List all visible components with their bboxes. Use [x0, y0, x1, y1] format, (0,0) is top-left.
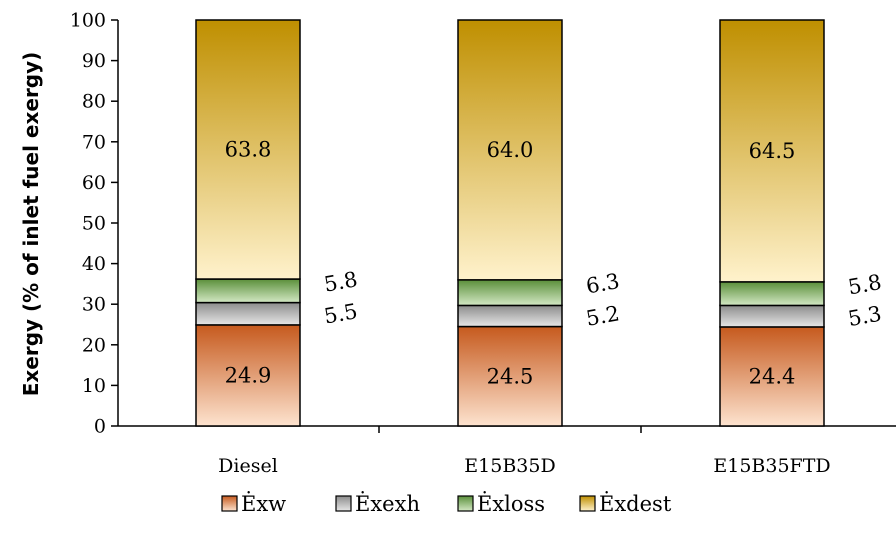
- y-tick-label: 10: [82, 375, 106, 397]
- legend: Ėxw Ėxexh Ėxloss Ėxdest: [221, 492, 672, 516]
- bar-segment: [719, 19, 825, 283]
- legend-entry: Ėxdest: [599, 492, 672, 516]
- bar-segment: [195, 278, 301, 304]
- plot-area: 0 10 20 30 40 50 60 70 80 90 100 Diesel E15B35D E15B3…: [70, 10, 896, 477]
- y-tick-label: 60: [82, 172, 106, 194]
- bar-data-label: 24.4: [749, 364, 796, 388]
- y-tick-label: 100: [70, 10, 106, 32]
- y-tick-label: 40: [82, 253, 106, 275]
- legend-swatch: [335, 495, 352, 512]
- bar-segment: [195, 324, 301, 427]
- legend-swatch: [457, 495, 474, 512]
- bar-segment: [457, 325, 563, 427]
- bar-data-label: 5.2: [584, 301, 621, 330]
- y-tick-label: 90: [82, 50, 106, 72]
- legend-swatch: [221, 495, 238, 512]
- legend-entry: Ėxexh: [355, 492, 420, 516]
- bar-data-label: 24.9: [225, 363, 272, 387]
- legend-swatch: [579, 495, 596, 512]
- bar-data-label: 64.0: [487, 138, 534, 162]
- bar-data-label: 64.5: [749, 139, 796, 163]
- bar-segment: [457, 279, 563, 307]
- bar-data-label: 5.5: [322, 299, 359, 328]
- legend-entry: Ėxloss: [477, 492, 545, 516]
- bar-segment: [719, 304, 825, 328]
- legend-entry: Ėxw: [241, 492, 286, 516]
- x-tick-label: Diesel: [218, 455, 278, 477]
- bar-segment: [195, 301, 301, 326]
- bar-data-label: 5.8: [846, 270, 883, 299]
- bar-data-label: 5.3: [846, 302, 883, 331]
- y-tick-label: 80: [82, 91, 106, 113]
- y-tick-label: 50: [82, 213, 106, 235]
- bar-segment: [195, 19, 301, 280]
- y-tick-label: 0: [94, 416, 106, 438]
- x-tick-label: E15B35D: [464, 455, 555, 477]
- bar-segment: [719, 326, 825, 427]
- bar-data-label: 24.5: [487, 364, 534, 388]
- y-axis-label: Exergy (% of inlet fuel exergy): [19, 52, 43, 397]
- bar-segment: [457, 304, 563, 328]
- y-tick-label: 70: [82, 131, 106, 153]
- bar-data-label: 6.3: [584, 269, 621, 298]
- bar-segment: [719, 281, 825, 307]
- x-tick-label: E15B35FTD: [713, 455, 830, 477]
- bar-data-label: 63.8: [225, 138, 272, 162]
- y-tick-label: 30: [82, 294, 106, 316]
- bar-segment: [457, 19, 563, 281]
- y-tick-label: 20: [82, 334, 106, 356]
- bar-data-label: 5.8: [322, 267, 359, 296]
